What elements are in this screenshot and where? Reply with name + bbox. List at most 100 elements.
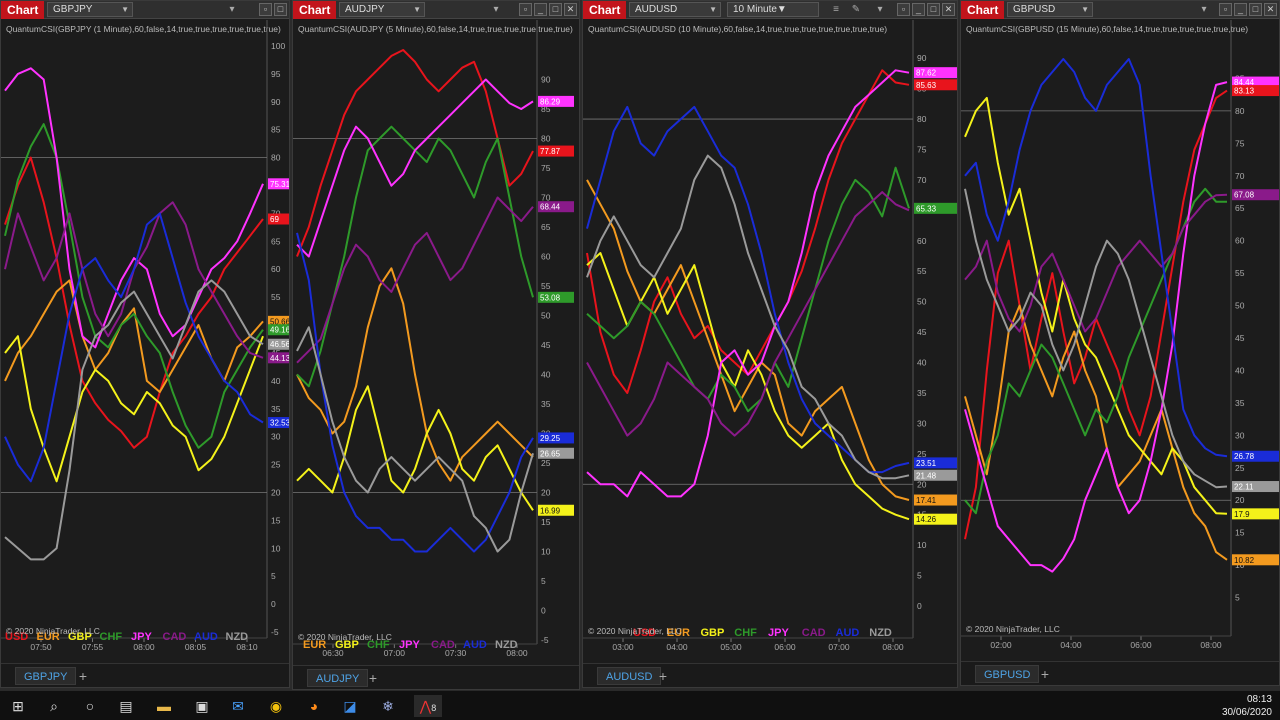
store-icon[interactable]: ▣ (195, 698, 209, 714)
indicator-chart[interactable]: QuantumCSI(GBPJPY (1 Minute),60,false,14… (1, 20, 290, 660)
window-titlebar[interactable]: Chart GBPUSD ▼ ▾ ▫ _ □ ✕ (961, 1, 1279, 19)
chart-menu-button[interactable]: Chart (961, 1, 1005, 19)
snowflake-icon[interactable]: ❄ (382, 698, 394, 714)
maximize-button[interactable]: □ (274, 3, 287, 16)
ninjatrader-icon[interactable]: ⋀8 (414, 695, 442, 717)
search-icon[interactable]: ⌕ (50, 698, 58, 714)
add-tab-button[interactable]: + (78, 668, 88, 684)
value-badge-label: 75.31 (270, 180, 290, 189)
chart-window-audjpy[interactable]: Chart AUDJPY ▼ ▾ ▫ _ □ ✕ QuantumCSI(AUDJP… (292, 0, 580, 690)
restore-button[interactable]: ▫ (897, 3, 910, 16)
instrument-selector[interactable]: AUDJPY ▼ (339, 2, 425, 17)
instrument-selector[interactable]: GBPUSD ▼ (1007, 2, 1093, 17)
chevron-down-icon: ▼ (121, 5, 129, 14)
window-titlebar[interactable]: Chart AUDJPY ▼ ▾ ▫ _ □ ✕ (293, 1, 579, 19)
legend-aud: AUD (463, 639, 487, 651)
maximize-button[interactable]: □ (549, 3, 562, 16)
bars-icon[interactable]: ≡ (833, 4, 839, 15)
value-badge (1232, 450, 1279, 462)
minimize-button[interactable]: _ (534, 3, 547, 16)
tab-gbpjpy[interactable]: GBPJPY (15, 667, 77, 685)
minimize-button[interactable]: _ (1234, 3, 1247, 16)
y-tick-label: 30 (1235, 430, 1245, 440)
mail-icon[interactable]: ✉ (232, 698, 244, 714)
chevron-down-icon[interactable]: ▾ (1201, 4, 1207, 15)
value-badge (268, 315, 289, 327)
close-button[interactable]: ✕ (1264, 3, 1277, 16)
legend-jpy: JPY (768, 627, 789, 639)
instrument-selector[interactable]: AUDUSD ▼ (629, 2, 721, 17)
explorer-icon[interactable]: ▬ (157, 698, 171, 714)
chevron-down-icon[interactable]: ▾ (229, 4, 235, 15)
legend-chf: CHF (100, 631, 123, 643)
x-tick-label: 07:50 (30, 642, 52, 652)
close-button[interactable]: ✕ (564, 3, 577, 16)
x-tick-label: 08:00 (882, 642, 904, 652)
indicator-chart[interactable]: QuantumCSI(GBPUSD (15 Minute),60,false,1… (961, 20, 1280, 662)
minimize-button[interactable]: _ (912, 3, 925, 16)
y-tick-label: 70 (1235, 171, 1245, 181)
windows-icon[interactable]: ⊞ (12, 698, 24, 714)
restore-button[interactable]: ▫ (1219, 3, 1232, 16)
chrome-icon[interactable]: ◉ (269, 698, 283, 714)
series-line-aud (296, 232, 534, 553)
firefox-icon[interactable]: ◕ (309, 698, 319, 714)
maximize-button[interactable]: □ (927, 3, 940, 16)
legend-aud: AUD (836, 627, 860, 639)
tab-audjpy[interactable]: AUDJPY (307, 669, 369, 687)
y-tick-label: 65 (541, 222, 551, 232)
instrument-selector[interactable]: GBPJPY ▼ (47, 2, 133, 17)
value-badge (268, 324, 289, 336)
y-tick-label: 5 (271, 571, 276, 581)
value-badge-label: 22.11 (1234, 483, 1254, 492)
series-line-eur (4, 279, 264, 393)
tab-gbpusd[interactable]: GBPUSD (975, 665, 1040, 683)
value-badge (914, 457, 957, 469)
chevron-down-icon[interactable]: ▾ (877, 4, 883, 15)
y-tick-label: 90 (917, 53, 927, 63)
indicator-chart[interactable]: QuantumCSI(AUDUSD (10 Minute),60,false,1… (583, 20, 958, 664)
window-titlebar[interactable]: Chart AUDUSD ▼ 10 Minute▼ ≡ ✎ ▾ ▫ _ □ ✕ (583, 1, 957, 19)
value-badge-label: 77.87 (540, 147, 561, 156)
taskview-icon[interactable]: ▤ (119, 698, 133, 714)
y-tick-label: 20 (1235, 495, 1245, 505)
series-line-cad (4, 201, 264, 359)
y-tick-label: 5 (1235, 593, 1240, 603)
app-icon[interactable]: ◪ (343, 698, 357, 714)
chart-window-audusd[interactable]: Chart AUDUSD ▼ 10 Minute▼ ≡ ✎ ▾ ▫ _ □ ✕ Q… (582, 0, 958, 688)
series-line-chf (964, 187, 1227, 515)
restore-button[interactable]: ▫ (259, 3, 272, 16)
series-line-chf (4, 123, 264, 449)
x-tick-label: 08:00 (506, 648, 528, 658)
chart-menu-button[interactable]: Chart (583, 1, 627, 19)
tab-audusd[interactable]: AUDUSD (597, 667, 662, 685)
series-line-cad (296, 196, 534, 364)
value-badge-label: 26.65 (540, 449, 561, 458)
value-badge (914, 469, 957, 481)
interval-selector[interactable]: 10 Minute▼ (727, 2, 819, 17)
chevron-down-icon[interactable]: ▾ (493, 4, 499, 15)
y-tick-label: 10 (541, 547, 551, 557)
restore-button[interactable]: ▫ (519, 3, 532, 16)
chevron-down-icon: ▼ (776, 4, 787, 15)
series-line-eur (964, 304, 1228, 561)
chart-menu-button[interactable]: Chart (293, 1, 337, 19)
maximize-button[interactable]: □ (1249, 3, 1262, 16)
chart-window-gbpjpy[interactable]: Chart GBPJPY ▼ ▾ ▫ □ QuantumCSI(GBPJPY (1… (0, 0, 290, 688)
series-line-chf (586, 166, 910, 413)
pencil-icon[interactable]: ✎ (851, 4, 861, 15)
chart-window-gbpusd[interactable]: Chart GBPUSD ▼ ▾ ▫ _ □ ✕ QuantumCSI(GBPUS… (960, 0, 1280, 686)
y-tick-label: 50 (541, 311, 551, 321)
add-tab-button[interactable]: + (658, 668, 668, 684)
close-button[interactable]: ✕ (942, 3, 955, 16)
legend-gbp: GBP (701, 627, 725, 639)
cortana-icon[interactable]: ○ (85, 698, 95, 714)
chart-menu-button[interactable]: Chart (1, 1, 45, 19)
x-tick-label: 08:05 (185, 642, 207, 652)
system-clock[interactable]: 08:13 30/06/2020 (1222, 693, 1272, 719)
indicator-chart[interactable]: QuantumCSI(AUDJPY (5 Minute),60,false,14… (293, 20, 580, 666)
series-line-cad (964, 193, 1228, 333)
add-tab-button[interactable]: + (368, 670, 378, 686)
window-titlebar[interactable]: Chart GBPJPY ▼ ▾ ▫ □ (1, 1, 289, 19)
add-tab-button[interactable]: + (1040, 666, 1050, 682)
